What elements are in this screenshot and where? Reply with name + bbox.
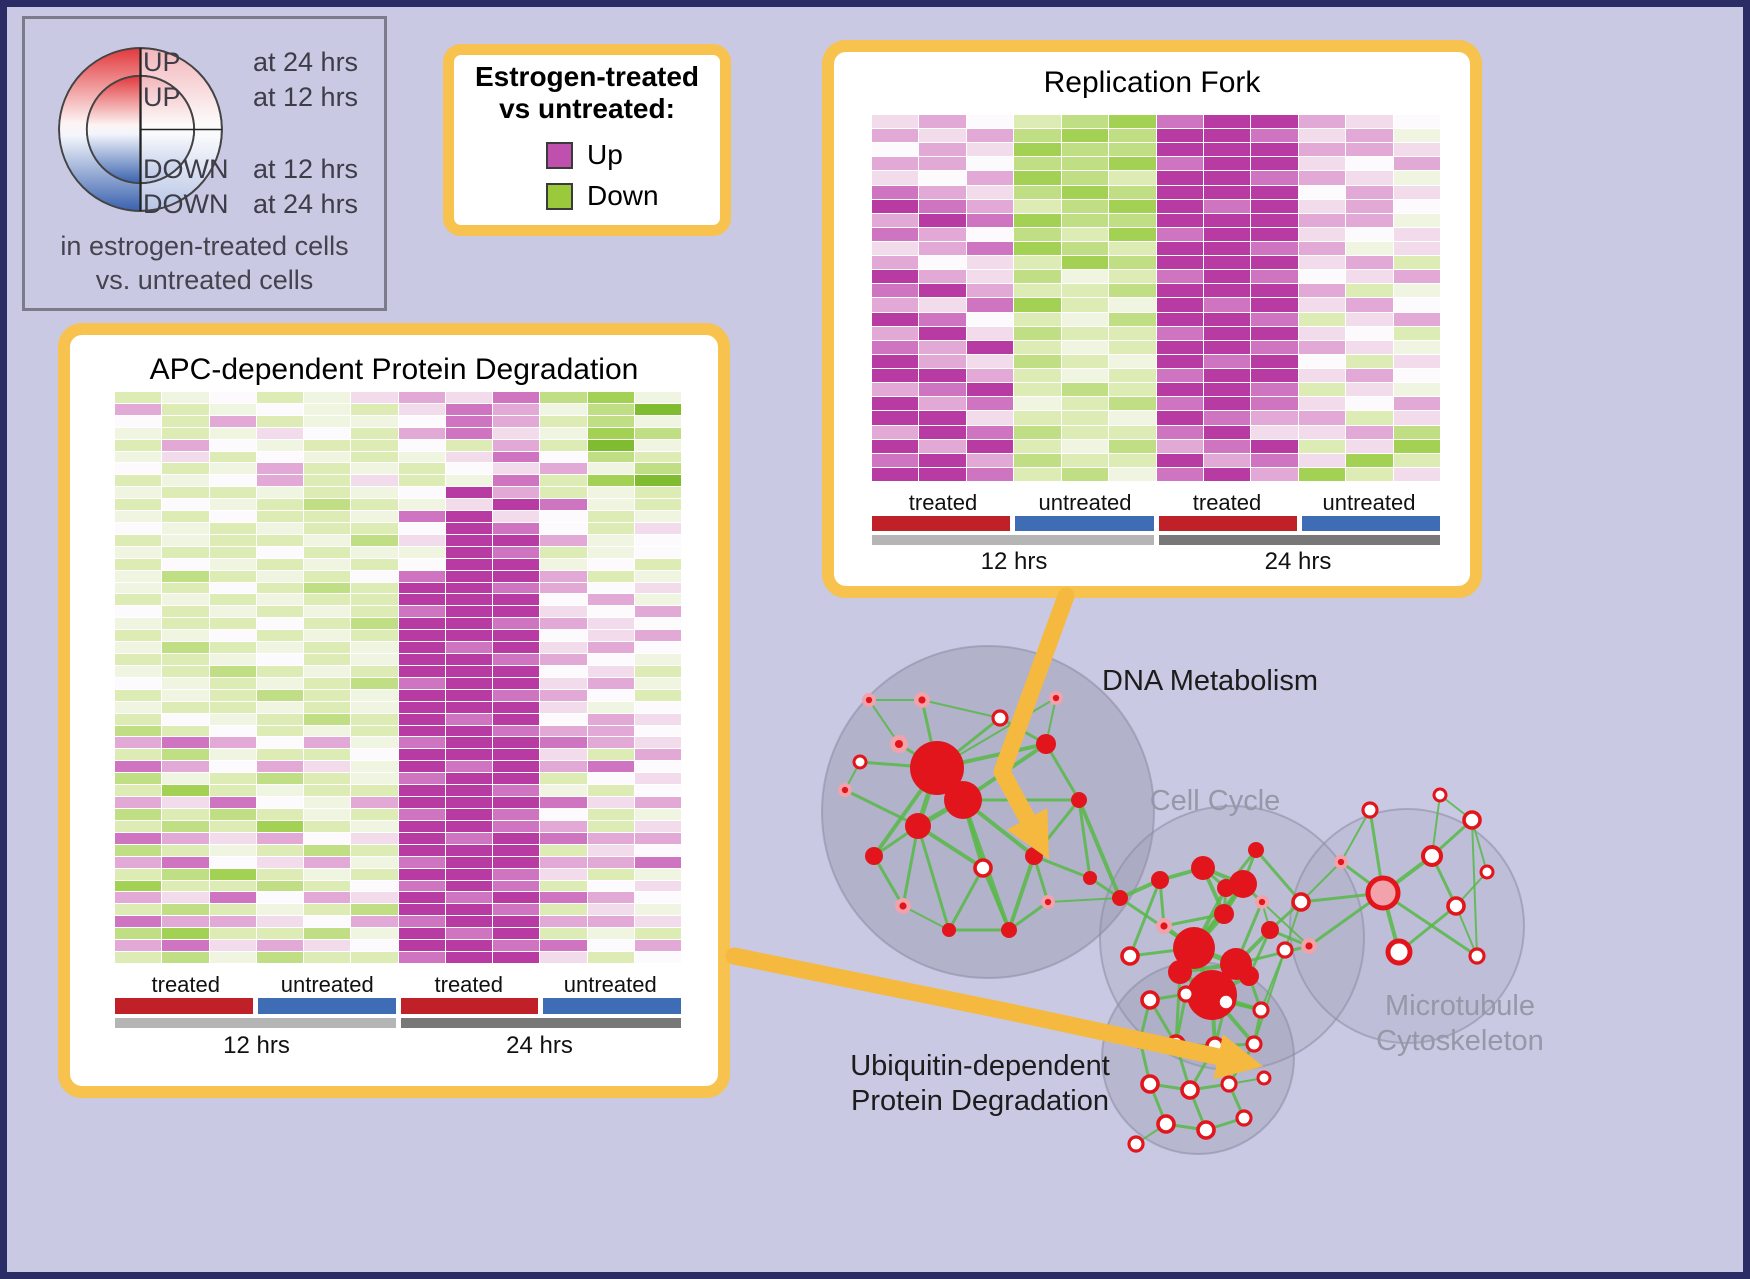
replication-fork-time-labels: 12 hrs 24 hrs <box>872 548 1440 576</box>
group-label: untreated <box>1322 490 1416 515</box>
key-footer-line1: in estrogen-treated cells <box>60 231 349 261</box>
replication-fork-panel: Replication Fork treated untreated treated… <box>822 40 1482 598</box>
treated-bar-segment <box>872 516 1011 531</box>
group-label: treated <box>908 490 978 515</box>
replication-fork-time-bar <box>872 535 1440 545</box>
group-label: untreated <box>280 972 374 997</box>
treated-bar-segment <box>115 998 253 1014</box>
replication-fork-title: Replication Fork <box>1043 66 1261 99</box>
replication-fork-heatmap <box>872 115 1440 481</box>
bar-12hrs <box>872 535 1154 545</box>
up-label: Up <box>587 139 623 170</box>
legend-item-up: Up <box>546 139 720 171</box>
key-up-12-time: at 12 hrs <box>253 82 359 112</box>
cluster-label-ubiquitin-line1: Ubiquitin-dependent <box>850 1050 1110 1082</box>
cluster-label-dna-metabolism: DNA Metabolism <box>1102 665 1318 697</box>
apc-time-bar <box>115 1018 681 1028</box>
bar-12hrs <box>115 1018 396 1028</box>
time-label: 24 hrs <box>1264 548 1332 575</box>
cluster-label-ubiquitin-line2: Protein Degradation <box>851 1085 1109 1117</box>
key-up-12-label: UP <box>143 82 181 112</box>
bar-24hrs <box>1158 535 1440 545</box>
apc-title: APC-dependent Protein Degradation <box>149 353 639 386</box>
key-down-24-time: at 24 hrs <box>253 189 359 219</box>
group-label: treated <box>434 972 504 997</box>
estrogen-legend-title-line2: vs untreated: <box>499 93 675 124</box>
group-label: untreated <box>1038 490 1132 515</box>
key-footer-line2: vs. untreated cells <box>95 265 314 295</box>
estrogen-legend-title-line1: Estrogen-treated <box>474 61 700 92</box>
replication-fork-group-labels: treated untreated treated untreated <box>872 490 1440 516</box>
time-label: 12 hrs <box>980 548 1048 575</box>
apc-group-labels: treated untreated treated untreated <box>115 972 681 998</box>
cluster-label-microtubule-line1: Microtubule <box>1385 990 1535 1022</box>
apc-time-labels: 12 hrs 24 hrs <box>115 1032 681 1060</box>
apc-heatmap <box>115 392 681 963</box>
key-up-24-label: UP <box>143 47 181 77</box>
key-down-12-time: at 12 hrs <box>253 154 359 184</box>
untreated-bar-segment <box>257 998 396 1014</box>
untreated-bar-segment <box>543 998 681 1014</box>
time-label: 12 hrs <box>223 1032 290 1059</box>
treated-bar-segment <box>400 998 539 1014</box>
color-key-box: UP at 24 hrs UP at 12 hrs DOWN at 12 hrs… <box>22 16 387 311</box>
cluster-label-cell-cycle: Cell Cycle <box>1149 785 1281 817</box>
untreated-bar-segment <box>1301 516 1440 531</box>
apc-treatment-bar <box>115 998 681 1014</box>
time-label: 24 hrs <box>506 1032 573 1059</box>
up-color-swatch <box>546 141 573 169</box>
group-label: untreated <box>563 972 657 997</box>
apc-panel: APC-dependent Protein Degradation treate… <box>58 323 730 1098</box>
cluster-label-microtubule-line2: Cytoskeleton <box>1376 1025 1544 1057</box>
key-up-24-time: at 24 hrs <box>253 47 359 77</box>
down-label: Down <box>587 180 659 211</box>
group-label: treated <box>151 972 221 997</box>
estrogen-legend-panel: Estrogen-treated vs untreated: Up Down <box>443 44 731 236</box>
replication-fork-treatment-bar <box>872 516 1440 531</box>
up-down-circle-key <box>58 47 223 212</box>
group-label: treated <box>1192 490 1262 515</box>
treated-bar-segment <box>1158 516 1297 531</box>
key-down-12-label: DOWN <box>143 154 229 184</box>
untreated-bar-segment <box>1015 516 1154 531</box>
bar-24hrs <box>400 1018 681 1028</box>
down-color-swatch <box>546 182 573 210</box>
key-down-24-label: DOWN <box>143 189 229 219</box>
legend-item-down: Down <box>546 180 720 212</box>
